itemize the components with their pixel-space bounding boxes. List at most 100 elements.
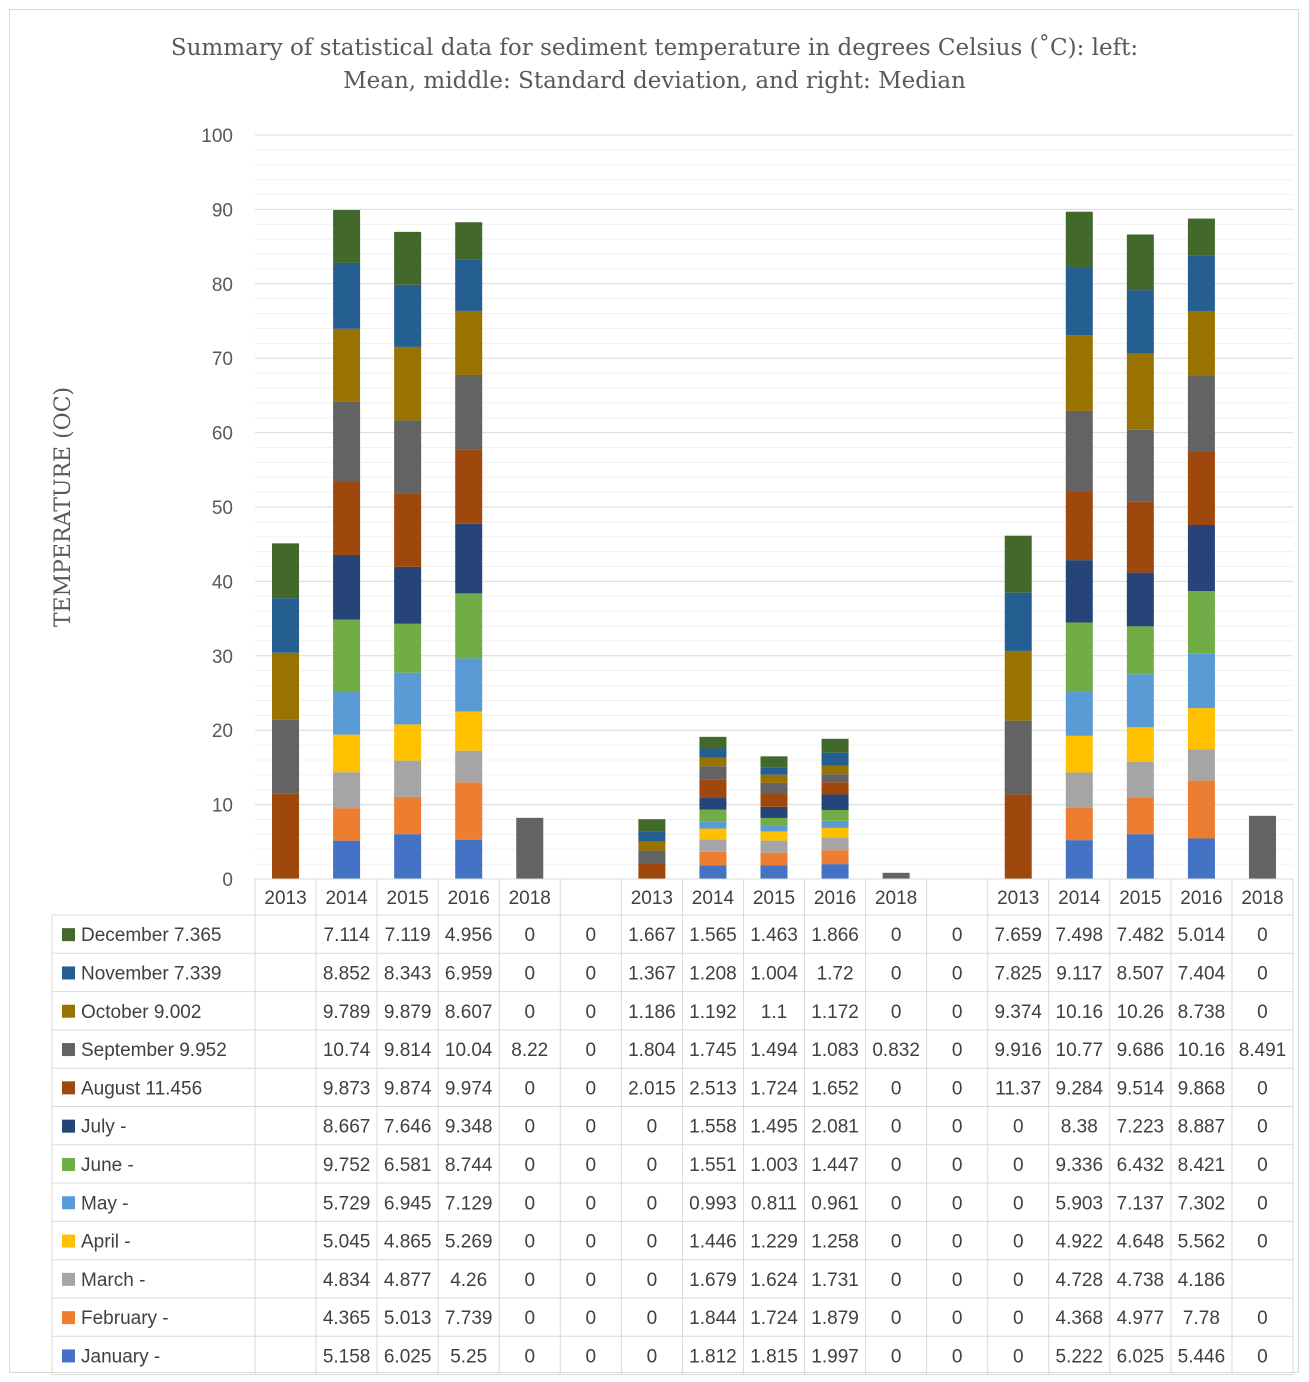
- data-table-cell: 7.498: [1056, 925, 1104, 946]
- data-table-cell: 0: [1257, 1002, 1268, 1023]
- bar-segment-august-13: [1065, 491, 1093, 561]
- data-table-cell: 0: [1013, 1270, 1024, 1291]
- data-table-cell: 0: [586, 1308, 597, 1329]
- bar-segment-november-0: [272, 598, 300, 653]
- bar-segment-may-15: [1187, 653, 1215, 709]
- bar-segment-june-7: [699, 809, 727, 822]
- bar-segment-may-3: [455, 658, 483, 712]
- data-table-cell: 0: [891, 1117, 902, 1138]
- chart-frame: [9, 9, 1299, 1373]
- legend-label-july: July -: [81, 1117, 126, 1138]
- data-table-cell: 0: [952, 1193, 963, 1214]
- x-category-label: 2013: [997, 888, 1039, 909]
- data-table-cell: 2.015: [628, 1078, 676, 1099]
- data-table-cell: 9.374: [994, 1002, 1042, 1023]
- bar-segment-august-9: [821, 782, 849, 795]
- bar-segment-april-3: [455, 711, 483, 751]
- data-table-cell: 1.172: [811, 1002, 859, 1023]
- bar-segment-september-8: [760, 782, 788, 794]
- y-tick-label: 70: [212, 349, 233, 370]
- legend-swatch-april: [62, 1234, 75, 1248]
- data-table-cell: 1.186: [628, 1002, 676, 1023]
- bar-segment-june-14: [1126, 626, 1154, 675]
- bar-segment-march-14: [1126, 761, 1154, 798]
- bar-segment-february-7: [699, 851, 727, 866]
- data-table-cell: 0: [1013, 1117, 1024, 1138]
- bar-segment-august-14: [1126, 501, 1154, 573]
- data-table-cell: 5.562: [1178, 1232, 1226, 1253]
- legend-swatch-june: [62, 1157, 75, 1171]
- x-category-label: 2018: [875, 888, 917, 909]
- data-table-cell: 0: [1257, 963, 1268, 984]
- bar-segment-april-13: [1065, 735, 1093, 773]
- data-table-cell: 0: [1013, 1308, 1024, 1329]
- data-table-cell: 1.463: [750, 925, 798, 946]
- bar-segment-august-6: [638, 864, 666, 879]
- legend-label-november: November 7.339: [81, 963, 221, 984]
- bar-segment-may-14: [1126, 674, 1154, 728]
- data-table-cell: 6.581: [384, 1155, 432, 1176]
- x-category-label: 2016: [1180, 888, 1222, 909]
- data-table-cell: 0: [952, 1232, 963, 1253]
- bar-segment-november-1: [333, 262, 361, 329]
- x-category-label: 2016: [814, 888, 856, 909]
- bar-segment-may-7: [699, 821, 727, 829]
- data-table-cell: 0: [647, 1117, 658, 1138]
- data-table-cell: 0: [952, 1078, 963, 1099]
- bar-segment-september-10: [882, 872, 910, 879]
- bar-segment-september-0: [272, 719, 300, 794]
- bar-segment-october-9: [821, 765, 849, 775]
- bar-segment-november-12: [1004, 592, 1032, 651]
- bar-segment-july-15: [1187, 524, 1215, 592]
- bar-segment-january-2: [394, 834, 422, 879]
- bar-segment-june-8: [760, 817, 788, 826]
- bar-segment-april-8: [760, 831, 788, 841]
- data-table-cell: 0: [586, 1040, 597, 1061]
- legend-swatch-july: [62, 1119, 75, 1133]
- data-table-cell: 1.815: [750, 1346, 798, 1367]
- bar-segment-july-2: [394, 566, 422, 624]
- bar-segment-july-13: [1065, 560, 1093, 623]
- bar-segment-june-3: [455, 593, 483, 659]
- data-table-cell: 1.004: [750, 963, 798, 984]
- data-table-cell: 4.738: [1117, 1270, 1165, 1291]
- bar-segment-may-2: [394, 672, 422, 725]
- legend-label-may: May -: [81, 1193, 129, 1214]
- bar-segment-march-7: [699, 839, 727, 852]
- legend-label-september: September 9.952: [81, 1040, 227, 1061]
- data-table-cell: 0: [891, 1155, 902, 1176]
- bar-segment-february-1: [333, 808, 361, 841]
- bar-segment-april-14: [1126, 727, 1154, 762]
- bar-segment-september-15: [1187, 375, 1215, 452]
- data-table-cell: 6.432: [1117, 1155, 1165, 1176]
- y-tick-label: 20: [212, 721, 233, 742]
- bar-segment-may-9: [821, 820, 849, 828]
- data-table-cell: 0: [524, 1117, 535, 1138]
- data-table-cell: 5.158: [323, 1346, 371, 1367]
- data-table-cell: 0: [952, 963, 963, 984]
- data-table-cell: 9.873: [323, 1078, 371, 1099]
- bar-segment-february-15: [1187, 780, 1215, 839]
- data-table-cell: 0: [524, 1078, 535, 1099]
- data-table-cell: 1.724: [750, 1078, 798, 1099]
- bar-segment-august-2: [394, 493, 422, 567]
- bar-segment-july-14: [1126, 572, 1154, 627]
- data-table-cell: 1.551: [689, 1155, 737, 1176]
- legend-label-august: August 11.456: [81, 1078, 202, 1099]
- data-table-cell: 0: [524, 1002, 535, 1023]
- legend-label-december: December 7.365: [81, 925, 221, 946]
- bar-segment-february-8: [760, 852, 788, 866]
- legend-label-march: March -: [81, 1270, 145, 1291]
- bar-segment-february-2: [394, 796, 422, 835]
- bar-segment-october-3: [455, 310, 483, 375]
- bar-segment-june-2: [394, 623, 422, 673]
- bar-segment-october-13: [1065, 335, 1093, 411]
- bar-segment-september-2: [394, 420, 422, 494]
- legend-swatch-january: [62, 1349, 75, 1363]
- data-table-cell: 1.72: [817, 963, 854, 984]
- data-table-cell: 5.446: [1178, 1346, 1226, 1367]
- data-table-cell: 1.812: [689, 1346, 737, 1367]
- y-tick-label: 90: [212, 200, 233, 221]
- y-tick-label: 60: [212, 424, 233, 445]
